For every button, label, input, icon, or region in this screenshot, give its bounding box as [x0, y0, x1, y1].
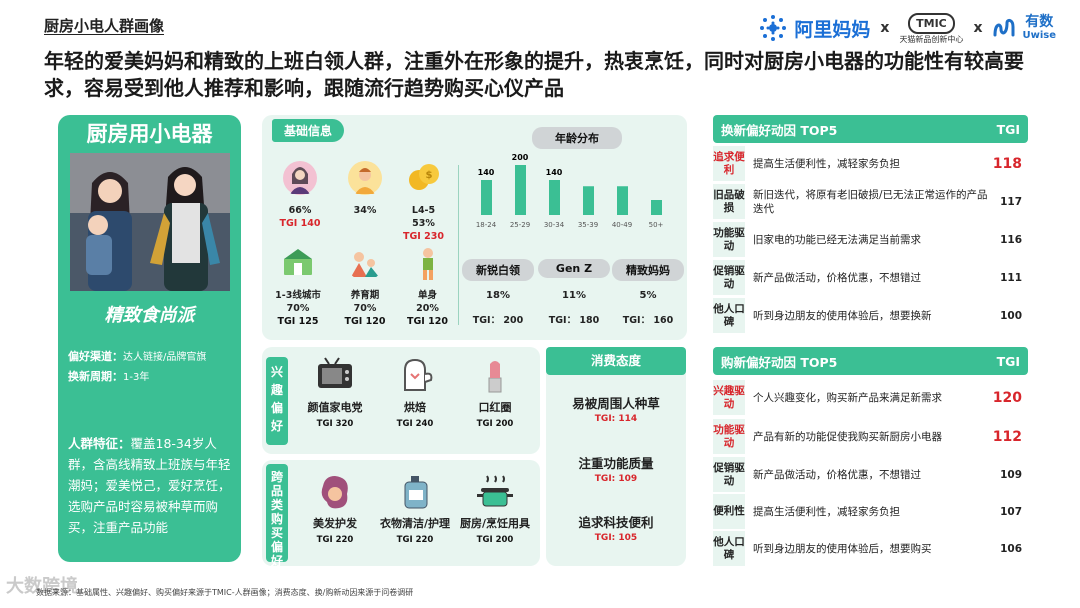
renew-row: 促销驱动 新产品做活动，价格优惠，不想错过 111 [713, 260, 1028, 295]
segment-tgi-1: TGI： 180 [548, 315, 600, 326]
stat-income: $ L4-5 53% TGI 230 [396, 160, 451, 243]
segment-value-2: 5% [639, 290, 657, 301]
stat-female: 66% TGI 140 [275, 160, 325, 230]
source-note: 数据来源：基础属性、兴趣偏好、购买偏好来源于TMIC-人群画像；消费态度、换/购… [36, 588, 414, 597]
age-bar-label: 140 [546, 168, 563, 177]
persona-features: 人群特征：覆盖18-34岁人群，含高线精致上班族与年轻潮妈；爱美悦己，爱好烹饪，… [68, 436, 231, 535]
segment-value-1: 11% [562, 290, 586, 301]
watermark: 大数跨境 [6, 576, 78, 597]
svg-text:$: $ [425, 170, 432, 181]
persona-card: 厨房用小电器 精致食尚派 偏好渠道：达人链接/品牌官旗 换新周期：1-3年 人群… [58, 115, 241, 562]
cross-item-2: 厨房/烹饪用具 TGI 200 [455, 472, 535, 545]
logo-separator: x [880, 20, 890, 36]
renew-row: 旧品破损 新旧迭代，将原有老旧破损/已无法正常运作的产品迭代 117 [713, 184, 1028, 219]
renew-row: 追求便利 提高生活便利性，减轻家务负担 118 [713, 146, 1028, 181]
interest-item-0: 颜值家电党 TGI 320 [295, 356, 375, 429]
persona-illustration [70, 153, 230, 291]
purchase-row: 他人口碑 听到身边朋友的使用体验后，想要购买 106 [713, 531, 1028, 566]
age-chart-title: 年龄分布 [532, 127, 622, 149]
interest-item-1: 烘焙 TGI 240 [375, 356, 455, 429]
attitude-title: 消费态度 [546, 347, 686, 375]
age-bar [651, 200, 662, 215]
age-bar [583, 186, 594, 215]
tmic-logo: TMIC 天猫新品创新中心 [899, 12, 963, 44]
purchase-row: 功能驱动 产品有新的功能促使我购买新厨房小电器 112 [713, 419, 1028, 454]
age-tick-label: 40-49 [612, 221, 632, 229]
uwise-mark-icon [993, 18, 1015, 37]
age-chart: 140 18-24 200 25-29 140 30-34 35-39 40-49 50+ [476, 153, 664, 229]
renew-row: 他人口碑 听到身边朋友的使用体验后，想要换新 100 [713, 298, 1028, 333]
persona-title: 厨房用小电器 [86, 122, 213, 146]
divider [458, 165, 459, 325]
hair-icon [321, 476, 348, 509]
attitude-item-0: 易被周围人种草 TGI: 114 [572, 396, 660, 424]
stat-parenting: 养育期 70% TGI 120 [335, 245, 395, 328]
age-bar-label: 140 [478, 168, 495, 177]
renew-row: 功能驱动 旧家电的功能已经无法满足当前需求 116 [713, 222, 1028, 257]
age-tick-label: 30-34 [544, 221, 565, 229]
oven-mitt-icon [404, 358, 433, 391]
stat-male: 34% [340, 160, 390, 217]
single-icon [422, 248, 433, 280]
age-bar [549, 180, 560, 215]
lipstick-icon [488, 361, 502, 393]
segment-pill-2: 精致妈妈 [612, 259, 684, 281]
attitude-item-2: 追求科技便利 TGI: 105 [578, 515, 654, 543]
purchase-row: 促销驱动 新产品做活动，价格优惠，不想错过 109 [713, 457, 1028, 492]
basic-info-panel [262, 115, 687, 340]
persona-photo [70, 153, 230, 291]
segment-tgi-0: TGI： 200 [472, 315, 524, 326]
purchase-row: 兴趣驱动 个人兴趣变化，购买新产品来满足新需求 120 [713, 380, 1028, 415]
coins-icon: $ [408, 164, 439, 190]
female-icon [283, 161, 317, 195]
age-bar [481, 180, 492, 215]
age-tick-label: 18-24 [476, 221, 497, 229]
segment-pill-1: Gen Z [538, 259, 610, 278]
age-tick-label: 25-29 [510, 221, 530, 229]
cross-category-title: 跨品类购买偏好 [266, 464, 288, 568]
logo-separator: x [973, 20, 983, 36]
age-tick-label: 50+ [649, 221, 664, 229]
stat-city: 1-3线城市 70% TGI 125 [268, 245, 328, 328]
cross-item-0: 美发护发 TGI 220 [295, 472, 375, 545]
city-icon [284, 249, 312, 275]
age-bar-label: 200 [512, 153, 529, 162]
persona-subtitle: 精致食尚派 [104, 305, 195, 326]
headline: 年轻的爱美妈妈和精致的上班白领人群，注重外在形象的提升，热衷烹饪，同时对厨房小电… [44, 49, 1024, 100]
age-bar [617, 186, 628, 215]
attitude-item-1: 注重功能质量 TGI: 109 [578, 456, 654, 484]
parenting-icon [351, 252, 379, 277]
alimama-logo: 阿里妈妈 [758, 13, 870, 43]
purchase-row: 便利性 提高生活便利性，减轻家务负担 107 [713, 494, 1028, 529]
basic-info-title: 基础信息 [272, 119, 345, 142]
segment-tgi-2: TGI： 160 [622, 315, 674, 326]
stat-single: 单身 20% TGI 120 [400, 245, 455, 328]
interest-item-2: 口红圈 TGI 200 [455, 356, 535, 429]
male-icon [348, 161, 382, 195]
attitude-panel: 消费态度 易被周围人种草 TGI: 114 注重功能质量 TGI: 109 追求科技… [546, 347, 686, 566]
interest-title: 兴趣偏好 [266, 357, 288, 445]
persona-info: 偏好渠道：达人链接/品牌官旗 换新周期：1-3年 [68, 350, 207, 383]
age-bar [515, 165, 526, 215]
segment-pill-0: 新锐白领 [462, 259, 534, 281]
segment-value-0: 18% [486, 290, 510, 301]
page-title: 厨房小电人群画像 [44, 17, 165, 35]
cross-category-panel [262, 460, 540, 566]
uwise-logo: 有数 Uwise [992, 15, 1056, 41]
detergent-icon [404, 476, 428, 509]
tv-icon [318, 357, 352, 388]
partner-logos: 阿里妈妈 x TMIC 天猫新品创新中心 x 有数 Uwise [758, 10, 1056, 46]
cross-item-1: 衣物清洁/护理 TGI 220 [375, 472, 455, 545]
purchase-top5-header: 购新偏好动因 TOP5 TGI [713, 347, 1028, 375]
alimama-mark-icon [760, 15, 787, 41]
renew-top5-header: 换新偏好动因 TOP5 TGI [713, 115, 1028, 143]
pot-icon [477, 475, 513, 507]
age-tick-label: 35-39 [578, 221, 598, 229]
